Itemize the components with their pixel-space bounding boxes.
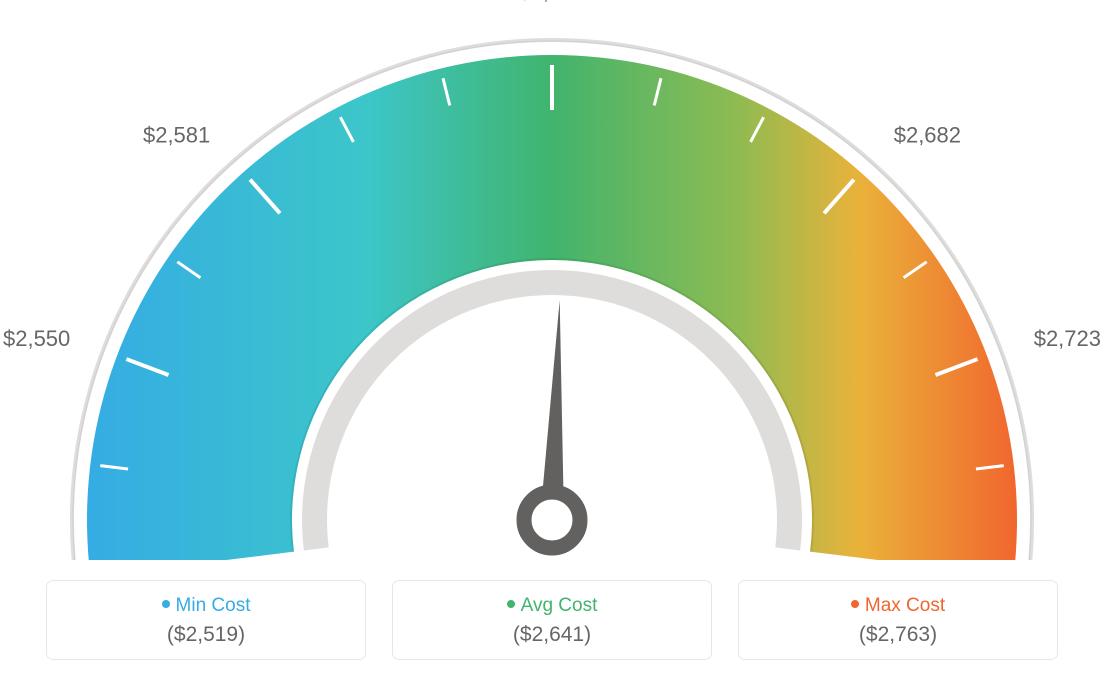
legend-max: Max Cost ($2,763): [738, 580, 1058, 660]
legend-min-label: Min Cost: [176, 595, 251, 616]
legend-avg-label: Avg Cost: [521, 595, 598, 616]
legend-min-value: ($2,519): [47, 623, 365, 647]
legend-avg-value: ($2,641): [393, 623, 711, 647]
legend-min-label-row: Min Cost: [47, 595, 365, 617]
legend-min: Min Cost ($2,519): [46, 580, 366, 660]
dot-icon: [507, 600, 515, 608]
legend-max-label: Max Cost: [865, 595, 945, 616]
legend-row: Min Cost ($2,519) Avg Cost ($2,641) Max …: [0, 580, 1104, 660]
gauge-svg: $2,519$2,550$2,581$2,641$2,682$2,723$2,7…: [0, 0, 1104, 560]
dot-icon: [162, 600, 170, 608]
legend-avg: Avg Cost ($2,641): [392, 580, 712, 660]
legend-avg-label-row: Avg Cost: [393, 595, 711, 617]
gauge-tick-label: $2,682: [894, 123, 961, 148]
gauge-tick-label: $2,723: [1034, 326, 1101, 351]
gauge-tick-label: $2,550: [3, 326, 70, 351]
dot-icon: [851, 600, 859, 608]
gauge-tick-label: $2,581: [143, 123, 210, 148]
gauge-chart-container: $2,519$2,550$2,581$2,641$2,682$2,723$2,7…: [0, 0, 1104, 690]
legend-max-value: ($2,763): [739, 623, 1057, 647]
legend-max-label-row: Max Cost: [739, 595, 1057, 617]
gauge-area: $2,519$2,550$2,581$2,641$2,682$2,723$2,7…: [0, 0, 1104, 560]
gauge-hub: [524, 492, 580, 548]
gauge-tick-label: $2,641: [518, 0, 585, 4]
